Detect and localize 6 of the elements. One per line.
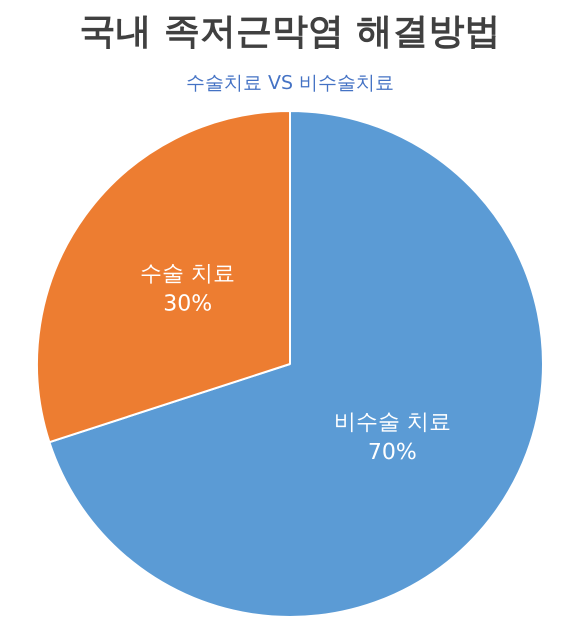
chart-subtitle: 수술치료 VS 비수술치료	[184, 71, 396, 96]
data-label: 70%	[368, 440, 417, 466]
chart-title: 국내 족저근막염 해결방법	[78, 10, 502, 54]
data-label: 30%	[163, 291, 212, 316]
slice-label: 비수술 치료	[334, 410, 451, 436]
slice-label: 수술 치료	[140, 261, 236, 286]
